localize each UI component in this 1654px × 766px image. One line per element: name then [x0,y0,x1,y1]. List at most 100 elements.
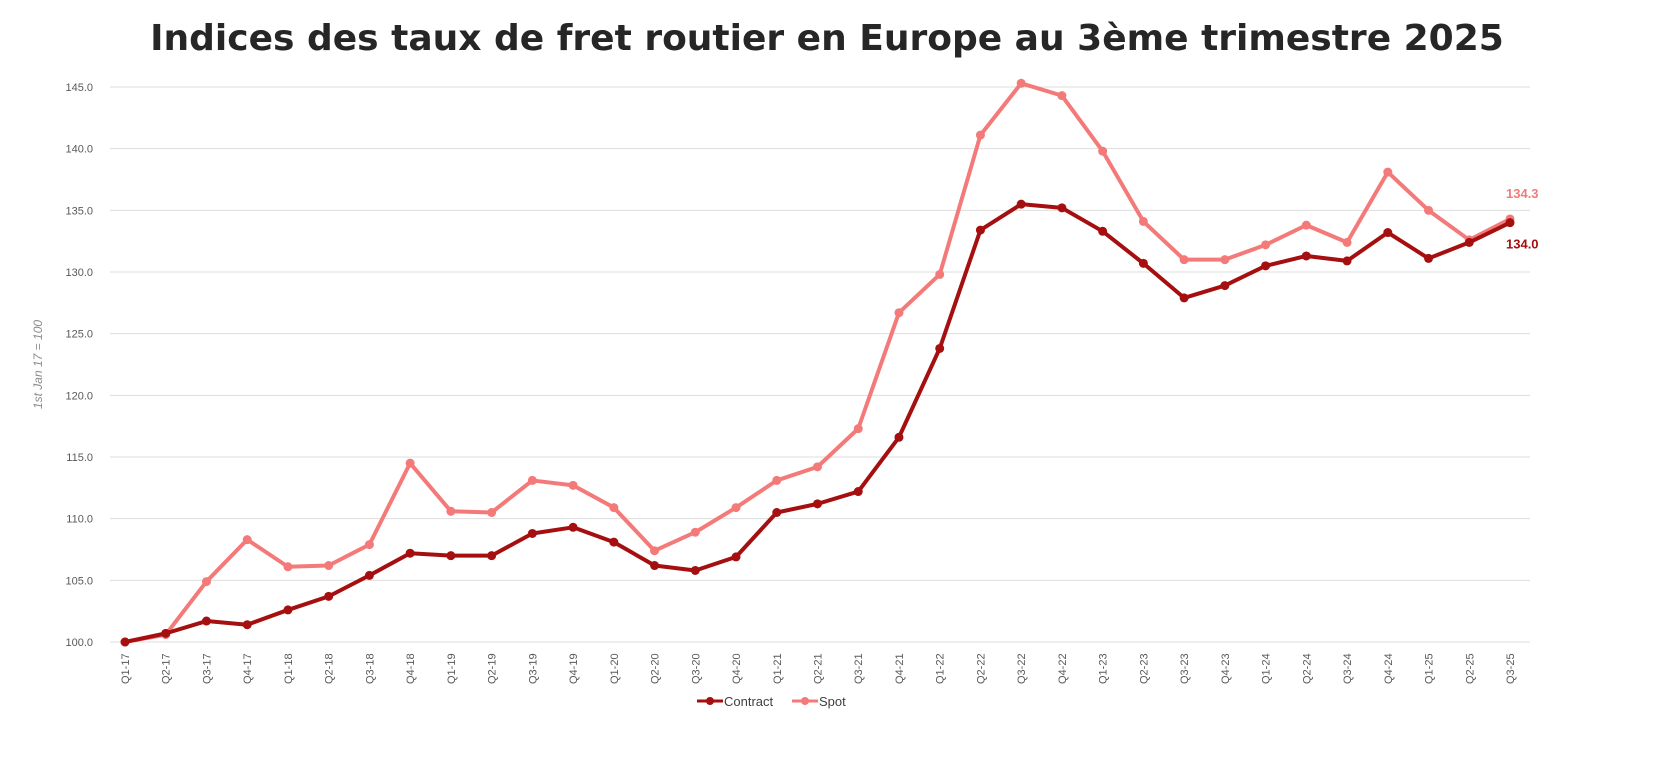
data-point [1016,199,1026,209]
contract-end-label: 134.0 [1506,237,1539,252]
data-point [609,503,619,513]
data-point [650,546,660,556]
x-tick-label: Q2-21 [813,653,825,684]
data-point [690,565,700,575]
legend-item-contract: Contract [697,694,774,709]
x-tick-label: Q3-18 [364,653,376,684]
data-point [324,561,334,571]
x-tick-label: Q1-23 [1098,653,1110,684]
x-tick-label: Q2-17 [161,653,173,684]
data-point [201,616,211,626]
data-point [446,506,456,516]
data-point [242,620,252,630]
data-point [1098,226,1108,236]
x-tick-label: Q3-19 [527,653,539,684]
data-point [1138,216,1148,226]
x-tick-label: Q2-20 [650,653,662,684]
x-tick-label: Q4-23 [1220,653,1232,684]
data-point [161,628,171,638]
y-tick-label: 115.0 [66,452,93,464]
series-line [124,81,1511,644]
x-tick-label: Q3-23 [1179,653,1191,684]
data-point [1016,78,1026,88]
data-point [813,499,822,509]
data-point [1220,281,1230,291]
x-tick-label: Q4-20 [731,653,743,684]
data-point [527,528,537,538]
x-tick-label: Q1-17 [120,653,132,684]
data-point [568,522,578,532]
data-point [1505,218,1515,228]
data-point [405,458,415,468]
x-tick-label: Q1-22 [935,653,947,684]
legend-label: Contract [724,694,774,709]
x-tick-label: Q1-18 [283,653,295,684]
data-point [283,605,293,615]
data-point [975,225,985,235]
x-tick-label: Q2-25 [1464,653,1476,684]
y-tick-label: 135.0 [65,205,93,217]
x-tick-label: Q2-22 [975,653,987,684]
data-point [772,508,782,517]
spot-end-label: 134.3 [1506,186,1539,201]
y-tick-label: 140.0 [65,144,93,156]
data-point [405,548,415,558]
data-point [1057,91,1067,101]
x-tick-label: Q4-22 [1057,653,1069,684]
data-point [690,527,700,537]
x-tick-label: Q4-18 [405,653,417,684]
y-tick-label: 105.0 [65,575,93,587]
data-point [853,424,863,434]
data-point [1301,220,1311,230]
x-tick-label: Q3-24 [1342,653,1354,684]
x-tick-label: Q3-17 [201,653,213,684]
legend-item-spot: Spot [792,694,846,709]
data-point [975,130,985,140]
data-point [1342,256,1352,266]
data-point [364,570,374,580]
data-point [527,475,537,485]
data-point [731,503,741,513]
series-contract [120,199,1515,647]
data-point [1424,253,1434,263]
data-point [894,432,904,442]
x-tick-label: Q1-20 [609,653,621,684]
series-spot [120,78,1515,647]
y-axis-label: 1st Jan 17 = 100 [31,320,45,409]
data-point [1179,293,1189,303]
y-tick-label: 110.0 [66,514,93,526]
data-point [1138,258,1148,268]
data-point [1383,167,1393,177]
data-point [1464,237,1474,247]
data-point [935,269,945,279]
x-tick-label: Q4-17 [242,653,254,684]
x-tick-label: Q4-21 [894,653,906,684]
data-point [1179,255,1189,265]
data-point [894,308,904,318]
x-tick-label: Q3-22 [1016,653,1028,684]
x-tick-label: Q3-20 [690,653,702,684]
data-point [650,561,660,571]
chart-title: Indices des taux de fret routier en Euro… [150,18,1504,59]
x-tick-label: Q2-24 [1301,653,1313,684]
data-point [242,535,252,545]
y-tick-label: 100.0 [65,637,93,649]
data-point [1424,205,1434,215]
y-tick-label: 145.0 [65,82,93,94]
data-point [1261,261,1271,271]
legend-label: Spot [819,694,846,709]
y-tick-label: 130.0 [65,267,93,279]
y-tick-label: 125.0 [65,329,93,341]
data-point [1383,228,1393,238]
data-point [283,562,293,572]
data-point [813,462,822,472]
x-tick-label: Q1-21 [772,653,784,684]
data-point [935,343,945,353]
data-point [1342,237,1352,247]
data-point [1301,251,1311,261]
data-point [1098,146,1108,156]
data-point [446,551,456,561]
data-point [201,577,211,587]
x-tick-label: Q2-19 [487,653,499,684]
